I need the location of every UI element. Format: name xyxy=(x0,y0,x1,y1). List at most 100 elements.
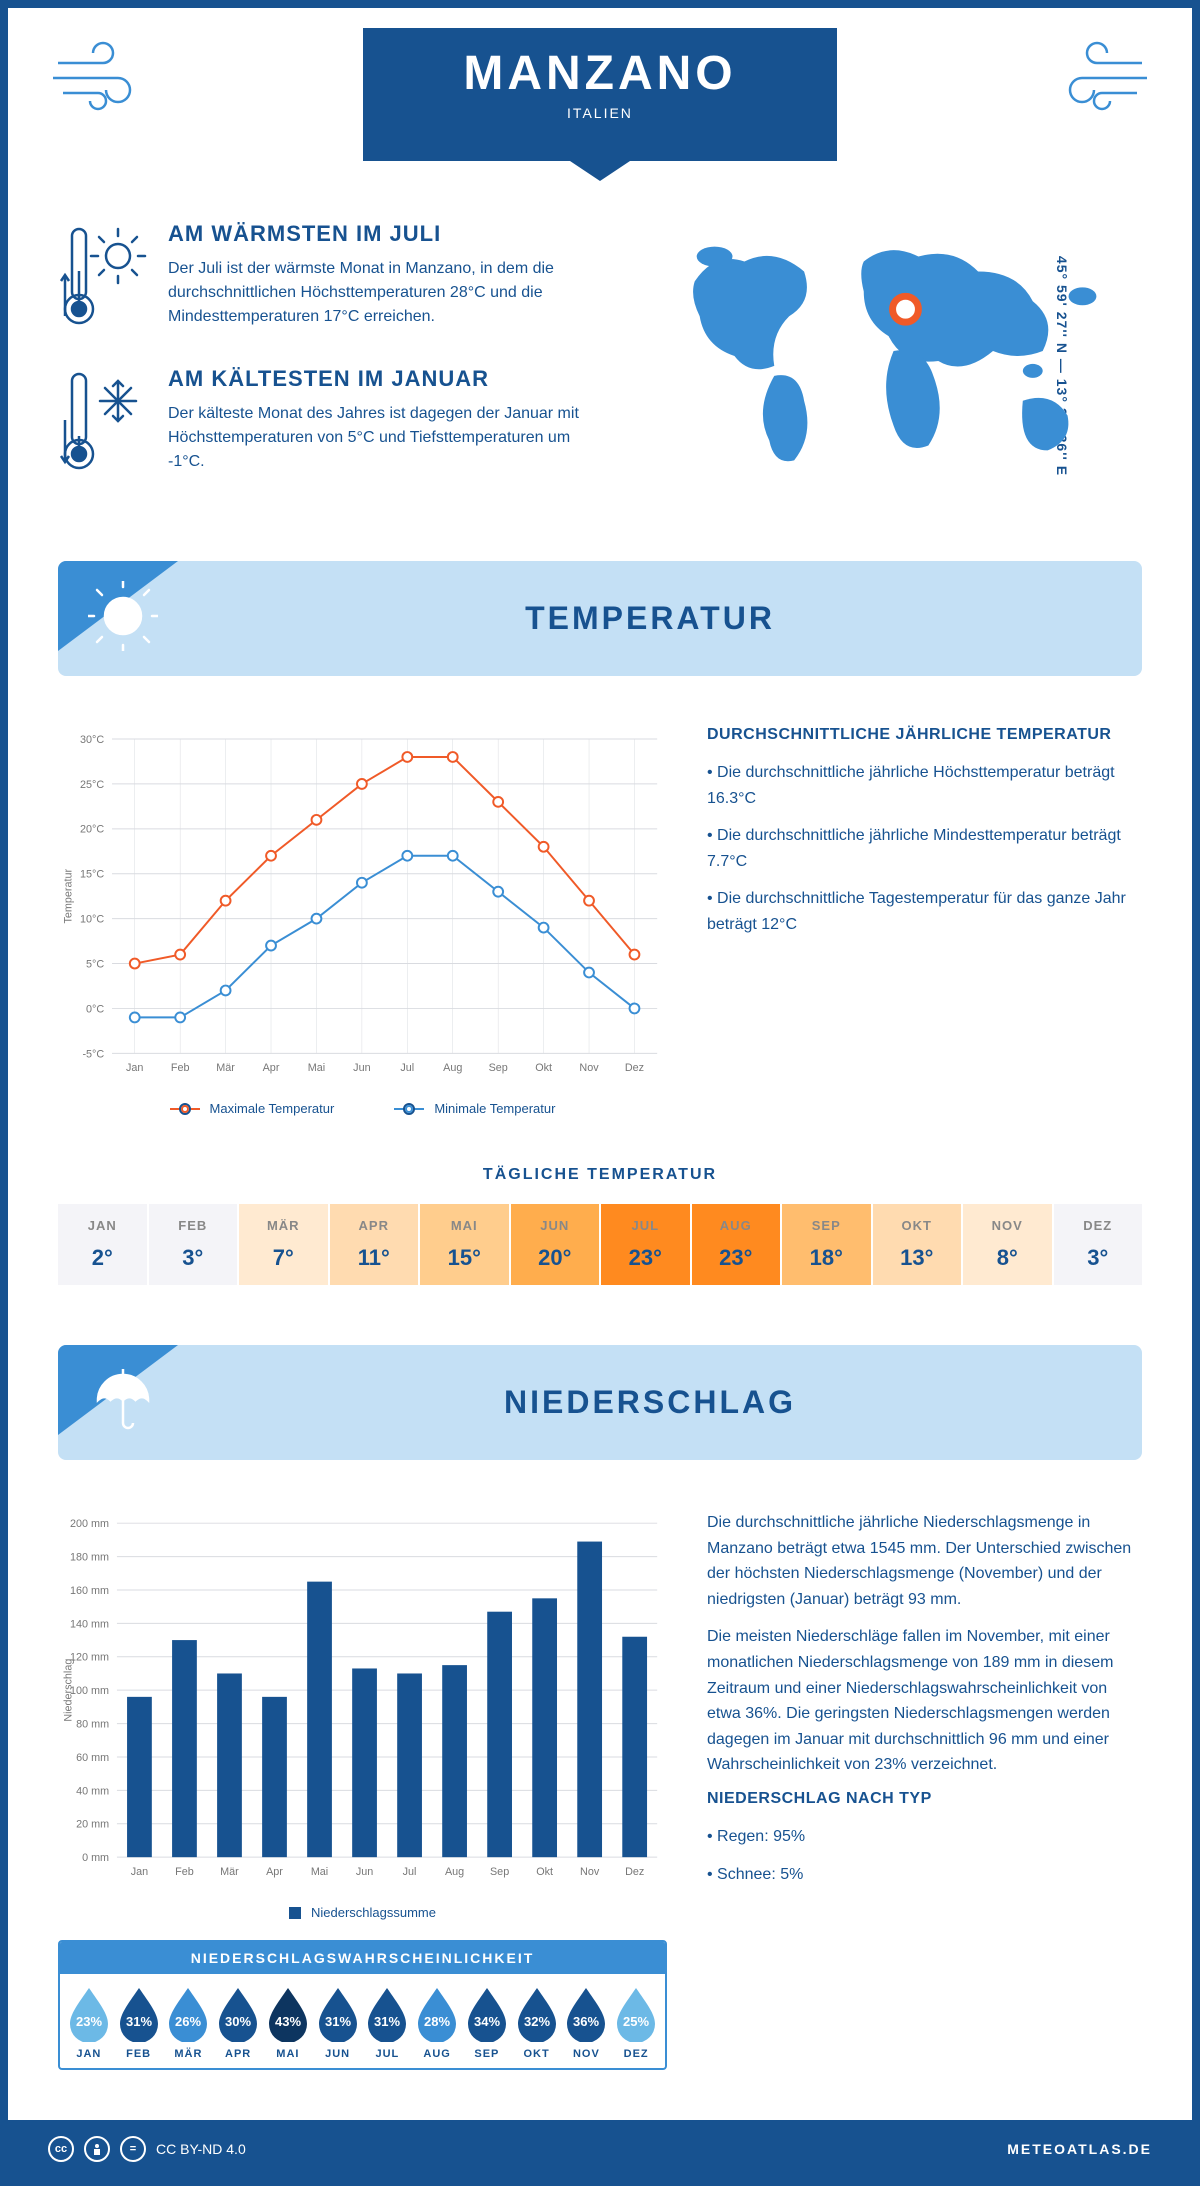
annual-bullet: Die durchschnittliche jährliche Mindestt… xyxy=(707,823,1142,874)
cold-body: Der kälteste Monat des Jahres ist dagege… xyxy=(168,402,605,474)
daily-temp-month: OKT xyxy=(877,1218,958,1233)
daily-temp-month: JAN xyxy=(62,1218,143,1233)
svg-text:Feb: Feb xyxy=(171,1062,190,1074)
daily-temp-grid: JAN2°FEB3°MÄR7°APR11°MAI15°JUN20°JUL23°A… xyxy=(58,1204,1142,1285)
svg-text:43%: 43% xyxy=(275,2014,301,2029)
svg-text:60 mm: 60 mm xyxy=(76,1752,109,1764)
intro-row: AM WÄRMSTEN IM JULI Der Juli ist der wär… xyxy=(8,161,1192,541)
svg-text:Mär: Mär xyxy=(216,1062,235,1074)
temperature-text-col: DURCHSCHNITTLICHE JÄHRLICHE TEMPERATUR D… xyxy=(707,726,1142,1116)
daily-temp-cell: JAN 2° xyxy=(58,1204,147,1285)
svg-text:Jun: Jun xyxy=(356,1866,373,1878)
svg-text:Nov: Nov xyxy=(579,1062,599,1074)
world-map-container: 45° 59' 27'' N — 13° 23' 26'' E xyxy=(645,221,1142,511)
temperature-content: -5°C0°C5°C10°C15°C20°C25°C30°CJanFebMärA… xyxy=(8,696,1192,1146)
daily-temp-value: 18° xyxy=(786,1245,867,1271)
drop-cell: 36% NOV xyxy=(562,1986,612,2060)
svg-text:26%: 26% xyxy=(175,2014,201,2029)
svg-text:Mai: Mai xyxy=(308,1062,325,1074)
svg-text:Jan: Jan xyxy=(131,1866,148,1878)
daily-temp-heading: TÄGLICHE TEMPERATUR xyxy=(58,1166,1142,1184)
drop-cell: 23% JAN xyxy=(64,1986,114,2060)
daily-temp-month: AUG xyxy=(696,1218,777,1233)
drop-row: 23% JAN 31% FEB 26% MÄR 30% APR 43% MAI … xyxy=(60,1974,665,2068)
svg-text:100 mm: 100 mm xyxy=(70,1685,109,1697)
daily-temp-cell: AUG 23° xyxy=(692,1204,781,1285)
daily-temp-value: 23° xyxy=(696,1245,777,1271)
drop-cell: 43% MAI xyxy=(263,1986,313,2060)
svg-text:25%: 25% xyxy=(623,2014,649,2029)
svg-text:30°C: 30°C xyxy=(80,734,104,746)
temperature-title: TEMPERATUR xyxy=(188,600,1112,637)
daily-temp-cell: APR11° xyxy=(330,1204,419,1285)
warm-body: Der Juli ist der wärmste Monat in Manzan… xyxy=(168,257,605,329)
drop-month: OKT xyxy=(512,2048,562,2060)
svg-text:180 mm: 180 mm xyxy=(70,1552,109,1564)
daily-temp-value: 7° xyxy=(243,1245,324,1271)
svg-text:200 mm: 200 mm xyxy=(70,1518,109,1530)
daily-temp-value: 23° xyxy=(605,1245,686,1271)
precip-type-heading: NIEDERSCHLAG NACH TYP xyxy=(707,1790,1142,1808)
daily-temp-cell: JUL23° xyxy=(601,1204,690,1285)
temperature-section-header: TEMPERATUR xyxy=(58,561,1142,676)
svg-text:Okt: Okt xyxy=(535,1062,552,1074)
legend-max-label: Maximale Temperatur xyxy=(210,1101,335,1116)
daily-temp-month: MÄR xyxy=(243,1218,324,1233)
drop-month: JUL xyxy=(363,2048,413,2060)
title-band: MANZANO ITALIEN xyxy=(363,28,836,161)
svg-text:30%: 30% xyxy=(225,2014,251,2029)
drop-icon: 32% xyxy=(514,1986,560,2042)
drop-icon: 34% xyxy=(464,1986,510,2042)
warm-heading: AM WÄRMSTEN IM JULI xyxy=(168,221,605,247)
temperature-line-chart: -5°C0°C5°C10°C15°C20°C25°C30°CJanFebMärA… xyxy=(58,726,667,1086)
drop-icon: 26% xyxy=(165,1986,211,2042)
drop-icon: 43% xyxy=(265,1986,311,2042)
daily-temp-value: 2° xyxy=(62,1245,143,1271)
precip-text-1: Die durchschnittliche jährliche Niedersc… xyxy=(707,1510,1142,1612)
svg-text:Sep: Sep xyxy=(489,1062,508,1074)
temperature-chart-col: -5°C0°C5°C10°C15°C20°C25°C30°CJanFebMärA… xyxy=(58,726,667,1116)
svg-text:-5°C: -5°C xyxy=(82,1048,104,1060)
svg-text:Nov: Nov xyxy=(580,1866,600,1878)
daily-temp-cell: FEB3° xyxy=(149,1204,238,1285)
drop-icon: 23% xyxy=(66,1986,112,2042)
svg-text:Jun: Jun xyxy=(353,1062,370,1074)
drop-cell: 34% SEP xyxy=(462,1986,512,2060)
svg-text:Aug: Aug xyxy=(443,1062,462,1074)
license-label: CC BY-ND 4.0 xyxy=(156,2141,246,2157)
svg-text:120 mm: 120 mm xyxy=(70,1652,109,1664)
svg-text:Apr: Apr xyxy=(266,1866,283,1878)
daily-temp-value: 20° xyxy=(515,1245,596,1271)
thermometer-sun-icon xyxy=(58,221,148,336)
svg-text:Temperatur: Temperatur xyxy=(63,868,75,923)
legend-max: Maximale Temperatur xyxy=(170,1101,335,1116)
drop-month: SEP xyxy=(462,2048,512,2060)
precipitation-title: NIEDERSCHLAG xyxy=(188,1384,1112,1421)
precipitation-chart-col: 0 mm20 mm40 mm60 mm80 mm100 mm120 mm140 … xyxy=(58,1510,667,2090)
svg-text:Okt: Okt xyxy=(536,1866,553,1878)
svg-text:Feb: Feb xyxy=(175,1866,194,1878)
thermometer-snow-icon xyxy=(58,366,148,481)
daily-temp-value: 3° xyxy=(153,1245,234,1271)
precip-type-bullet: Schnee: 5% xyxy=(707,1862,1142,1888)
svg-text:28%: 28% xyxy=(424,2014,450,2029)
svg-text:20°C: 20°C xyxy=(80,824,104,836)
svg-text:34%: 34% xyxy=(474,2014,500,2029)
daily-temp-cell: JUN20° xyxy=(511,1204,600,1285)
drop-cell: 26% MÄR xyxy=(164,1986,214,2060)
drop-month: MÄR xyxy=(164,2048,214,2060)
annual-bullet: Die durchschnittliche Tagestemperatur fü… xyxy=(707,886,1142,937)
svg-text:31%: 31% xyxy=(325,2014,351,2029)
precip-text-2: Die meisten Niederschläge fallen im Nove… xyxy=(707,1624,1142,1778)
svg-text:31%: 31% xyxy=(374,2014,400,2029)
legend-min: Minimale Temperatur xyxy=(394,1101,555,1116)
precip-type-bullets: Regen: 95%Schnee: 5% xyxy=(707,1824,1142,1887)
daily-temp-value: 15° xyxy=(424,1245,505,1271)
svg-text:31%: 31% xyxy=(126,2014,152,2029)
drop-cell: 28% AUG xyxy=(412,1986,462,2060)
cold-fact: AM KÄLTESTEN IM JANUAR Der kälteste Mona… xyxy=(58,366,605,481)
drop-month: AUG xyxy=(412,2048,462,2060)
annual-temp-heading: DURCHSCHNITTLICHE JÄHRLICHE TEMPERATUR xyxy=(707,726,1142,744)
precipitation-text-col: Die durchschnittliche jährliche Niedersc… xyxy=(707,1510,1142,2090)
daily-temp-cell: DEZ3° xyxy=(1054,1204,1143,1285)
